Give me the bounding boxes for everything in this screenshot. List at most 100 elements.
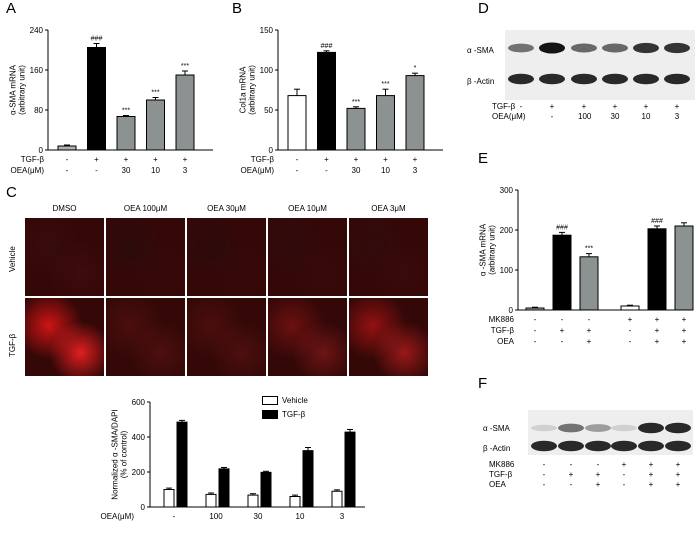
blot-f-cond-value: - bbox=[542, 470, 546, 479]
blot-f-cond-value: + bbox=[595, 480, 601, 489]
chart-c-xtick-label: 3 bbox=[340, 512, 345, 521]
panel-letter-f: F bbox=[478, 375, 488, 392]
chart-b-cond-value: - bbox=[325, 166, 328, 175]
chart-b-bar bbox=[376, 95, 395, 151]
blot-f-cond-value: - bbox=[622, 470, 626, 479]
blot-f-band bbox=[638, 422, 664, 434]
blot-f-cond-value: + bbox=[648, 470, 654, 479]
blot-d-cond-value: - bbox=[519, 102, 523, 111]
chart-a-cond-value: - bbox=[95, 166, 98, 175]
blot-f-cond-label: TGF-β bbox=[489, 470, 513, 479]
panel-letter-d: D bbox=[478, 0, 489, 17]
chart-a-bar bbox=[146, 99, 165, 151]
legend-swatch-vehicle bbox=[262, 396, 278, 405]
chart-a-cond-value: - bbox=[66, 155, 69, 164]
panel-letter-b: B bbox=[232, 0, 243, 17]
blot-f-band bbox=[531, 440, 557, 452]
chart-c-bar bbox=[331, 490, 343, 508]
chart-e-cond-value: + bbox=[587, 337, 592, 346]
blot-f-cond-value: + bbox=[675, 460, 681, 469]
legend-item-vehicle: Vehicle bbox=[262, 396, 308, 405]
blot-f-band bbox=[558, 423, 584, 433]
micrograph-cell bbox=[187, 218, 266, 296]
panel-letter-e: E bbox=[478, 150, 489, 167]
micrograph-cell bbox=[25, 298, 104, 376]
blot-d-band bbox=[571, 73, 597, 85]
chart-b-ylabel: Col1a mRNA(arbitrary unit) bbox=[239, 65, 257, 115]
blot-d-cond-value: + bbox=[612, 102, 618, 111]
chart-e-cond-value: + bbox=[682, 326, 687, 335]
chart-e-cond-label: OEA bbox=[497, 337, 515, 346]
chart-c-bar bbox=[260, 471, 272, 508]
blot-d-band bbox=[664, 73, 690, 85]
legend-label-tgf: TGF-β bbox=[282, 410, 306, 419]
blot-f-label-actin: β -Actin bbox=[483, 444, 511, 453]
chart-e-ytick-label: 0 bbox=[509, 306, 514, 315]
chart-b-bar bbox=[346, 107, 366, 151]
chart-e-ylabel: α -SMA mRNA(arbitrary unit) bbox=[479, 223, 497, 276]
chart-a-ytick-label: 0 bbox=[39, 146, 44, 155]
chart-a-significance: *** bbox=[181, 63, 189, 70]
blot-f-cond-value: + bbox=[675, 470, 681, 479]
micrograph-cell bbox=[106, 218, 185, 296]
chart-e-significance: ### bbox=[651, 218, 663, 225]
blot-d-band bbox=[508, 43, 534, 53]
chart-e-cond-value: + bbox=[560, 326, 565, 335]
blot-d-band bbox=[633, 73, 659, 85]
blot-f-cond-value: - bbox=[569, 460, 573, 469]
micrograph-cell bbox=[106, 298, 185, 376]
chart-e-ytick-label: 300 bbox=[500, 186, 514, 195]
chart-c-bar bbox=[205, 493, 217, 508]
chart-c-bar bbox=[289, 496, 301, 508]
chart-e-cond-value: + bbox=[628, 315, 633, 324]
blot-d-band bbox=[571, 43, 597, 53]
chart-c-bar bbox=[176, 421, 188, 508]
chart-c-xtick-label: - bbox=[173, 512, 176, 521]
chart-c-xtick-label: 100 bbox=[209, 512, 223, 521]
chart-e-cond-value: - bbox=[629, 326, 632, 335]
chart-e-cond-value: + bbox=[587, 326, 592, 335]
chart-a-bar bbox=[175, 74, 195, 151]
chart-a-cond-value: 10 bbox=[151, 166, 160, 175]
chart-b-ytick-label: 0 bbox=[269, 146, 274, 155]
chart-e: 0 100 200 300 α -SMA mRNA(arbitrary unit) ###… bbox=[479, 186, 694, 346]
chart-a-ytick-label: 80 bbox=[34, 106, 43, 115]
blot-f-cond-value: + bbox=[568, 470, 574, 479]
chart-b-ytick-label: 100 bbox=[260, 66, 274, 75]
chart-e-cond-value: + bbox=[655, 326, 660, 335]
chart-e-bar bbox=[525, 307, 545, 311]
chart-b-bar bbox=[405, 75, 425, 151]
chart-b-significance: ### bbox=[321, 43, 333, 50]
chart-b-cond-value: + bbox=[383, 155, 388, 164]
chart-e-cond-value: + bbox=[655, 337, 660, 346]
chart-a-cond-label: OEA(μM) bbox=[11, 166, 45, 175]
chart-e-significance: *** bbox=[585, 246, 593, 253]
chart-b-ytick-label: 150 bbox=[260, 26, 274, 35]
chart-c-ytick-label: 0 bbox=[141, 503, 146, 512]
legend-label-vehicle: Vehicle bbox=[282, 396, 308, 405]
chart-e-bar bbox=[620, 305, 640, 311]
blot-d-cond-value: + bbox=[549, 102, 555, 111]
chart-e-bar bbox=[647, 228, 667, 311]
blot-f-band bbox=[665, 422, 691, 434]
blot-d-cond-value: - bbox=[550, 112, 554, 121]
legend-item-tgf: TGF-β bbox=[262, 410, 305, 419]
chart-b-significance: *** bbox=[352, 99, 360, 106]
blot-f-band bbox=[665, 440, 691, 452]
micrograph-column-title: OEA 30μM bbox=[207, 204, 246, 213]
chart-b-cond-value: + bbox=[354, 155, 359, 164]
blot-f-band bbox=[558, 440, 584, 452]
chart-a-cond-label: TGF-β bbox=[21, 155, 45, 164]
chart-c-ytick-label: 600 bbox=[132, 398, 146, 407]
chart-b-cond-value: 30 bbox=[352, 166, 361, 175]
chart-b-cond-value: + bbox=[413, 155, 418, 164]
blot-f-cond-value: + bbox=[621, 460, 627, 469]
legend-swatch-tgf bbox=[262, 410, 278, 419]
chart-c-x-row-label: OEA(μM) bbox=[101, 512, 135, 521]
chart-c-bar bbox=[218, 468, 230, 508]
blot-d-cond-value: - bbox=[519, 112, 523, 121]
chart-a-bar bbox=[87, 47, 106, 151]
chart-c-bar bbox=[344, 431, 356, 508]
